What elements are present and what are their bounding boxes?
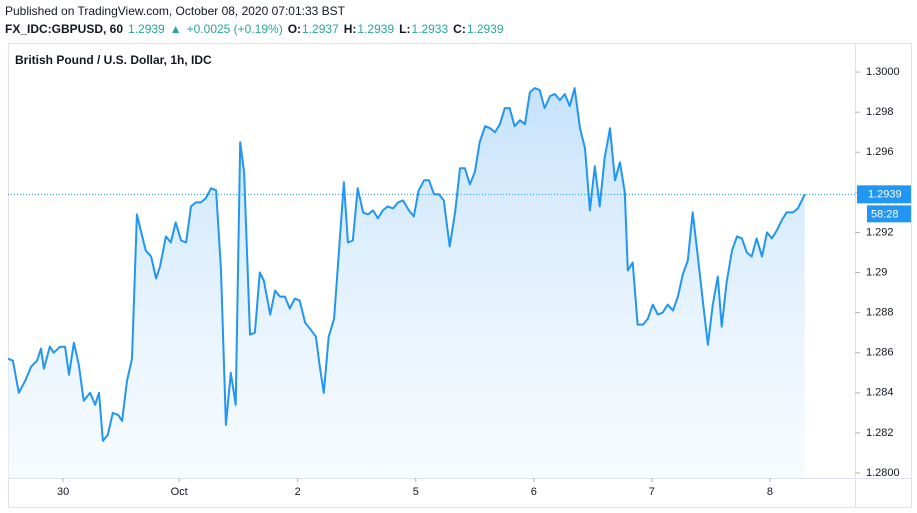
y-tick-label: 1.284	[866, 387, 894, 399]
x-tick-label: Oct	[171, 486, 188, 498]
x-tick-label: 2	[295, 486, 301, 498]
x-tick-label: 7	[649, 486, 655, 498]
ohlc-value: 1.2939	[467, 22, 504, 36]
y-tick-label: 1.292	[866, 226, 894, 238]
ohlc-value: 1.2939	[357, 22, 394, 36]
countdown-label: 58:28	[871, 208, 899, 220]
ohlc-key: C:	[453, 22, 466, 36]
symbol: FX_IDC:GBPUSD, 60	[5, 22, 123, 36]
published-note: Published on TradingView.com, October 08…	[5, 4, 346, 18]
chart-title: British Pound / U.S. Dollar, 1h, IDC	[15, 53, 212, 67]
y-tick-label: 1.298	[866, 106, 894, 118]
y-tick-label: 1.3000	[866, 66, 900, 78]
last-price-label: 1.2939	[868, 188, 902, 200]
y-tick-label: 1.282	[866, 427, 894, 439]
change: +0.0025 (+0.19%)	[187, 22, 283, 36]
x-tick-label: 30	[57, 486, 69, 498]
price-line	[7, 87, 806, 442]
change-arrow: ▲	[170, 22, 182, 36]
ohlc-key: O:	[288, 22, 301, 36]
symbol-line: FX_IDC:GBPUSD, 60 1.2939 ▲ +0.0025 (+0.1…	[5, 22, 504, 36]
y-tick-label: 1.286	[866, 347, 894, 359]
x-tick-label: 5	[413, 486, 419, 498]
plot	[7, 87, 806, 478]
ohlc-key: H:	[344, 22, 357, 36]
y-tick-label: 1.296	[866, 146, 894, 158]
pane-border	[8, 43, 912, 508]
y-tick-label: 1.29	[866, 266, 887, 278]
last-price-box	[857, 185, 911, 204]
x-tick-label: 6	[531, 486, 537, 498]
ohlc-value: 1.2933	[411, 22, 448, 36]
y-tick-label: 1.288	[866, 307, 894, 319]
area-fill	[8, 88, 805, 478]
x-tick-label: 8	[767, 486, 773, 498]
last-price: 1.2939	[128, 22, 165, 36]
ohlc-value: 1.2937	[302, 22, 339, 36]
countdown-box	[867, 205, 911, 223]
y-tick-label: 1.2800	[866, 467, 900, 479]
ohlc-key: L:	[399, 22, 410, 36]
